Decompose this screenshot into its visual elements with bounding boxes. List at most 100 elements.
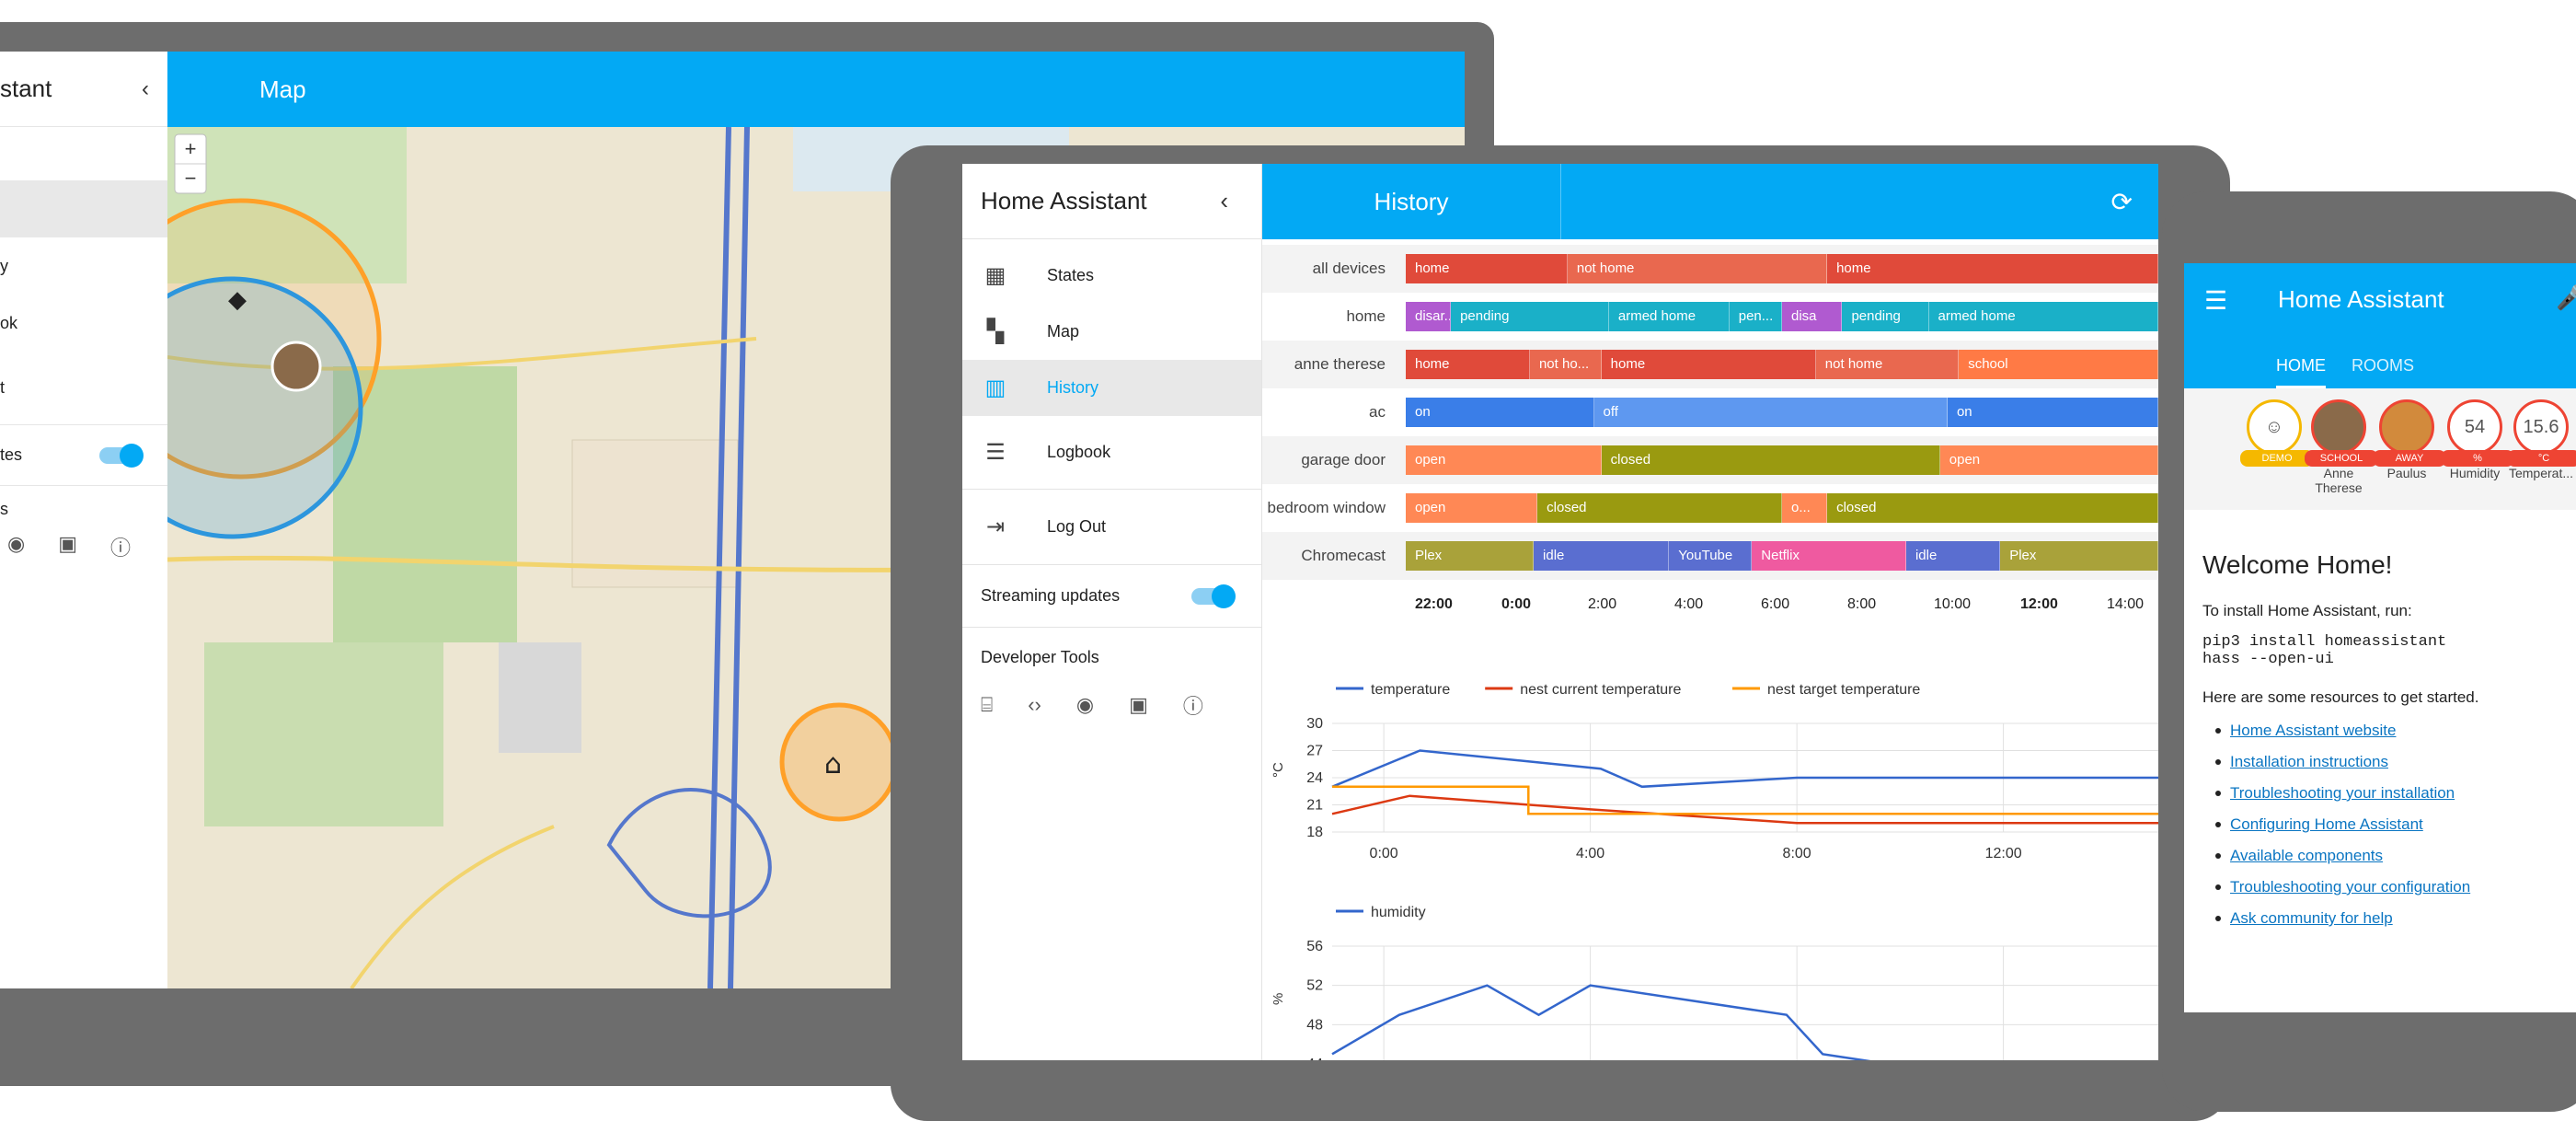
history-row-label: home	[1346, 307, 1386, 325]
menu-icon[interactable]: ☰	[2204, 286, 2228, 315]
tab-home[interactable]: HOME	[2276, 342, 2326, 388]
link-components[interactable]: Available components	[2215, 847, 2558, 865]
refresh-icon[interactable]: ⟳	[2110, 187, 2133, 216]
history-segment[interactable]: not ho...	[1529, 350, 1602, 379]
history-segment[interactable]: school	[1959, 350, 2158, 379]
history-segment[interactable]: o...	[1782, 493, 1828, 523]
history-segment[interactable]: home	[1601, 350, 1816, 379]
building-block	[499, 642, 581, 753]
series-line	[1331, 749, 2158, 789]
zone-circle	[167, 276, 363, 539]
badge-anne-therese[interactable]: SCHOOL	[2305, 399, 2378, 467]
sidebar-item-states[interactable]: ▦ States	[962, 248, 1261, 304]
broadcast-icon[interactable]: ◉	[1075, 693, 1095, 716]
welcome-heading: Welcome Home!	[2202, 550, 2393, 579]
history-segment[interactable]: disar...	[1406, 302, 1452, 331]
history-segment[interactable]: Plex	[2000, 541, 2158, 571]
laptop-collapse-icon[interactable]: ‹	[142, 75, 149, 101]
sidebar-item-map[interactable]: ▚ Map	[962, 304, 1261, 360]
history-segment[interactable]: closed	[1601, 445, 1940, 475]
tablet-collapse-icon[interactable]: ‹	[1220, 187, 1228, 214]
history-segment[interactable]: idle	[1905, 541, 2001, 571]
badge-temperature[interactable]: 15.6 °C	[2507, 399, 2576, 467]
history-segment[interactable]: armed home	[1928, 302, 2158, 331]
history-segment[interactable]: home	[1406, 254, 1568, 283]
link-installation[interactable]: Installation instructions	[2215, 753, 2558, 771]
laptop-sidebar-item[interactable]: y	[0, 256, 8, 275]
history-segment[interactable]: open	[1406, 445, 1602, 475]
exit-icon: ⇥	[985, 514, 1006, 539]
badge-bar: ☺ DEMO SCHOOL Anne Therese AWAY Paulus 54…	[2184, 388, 2576, 510]
history-segment[interactable]: on	[1947, 398, 2158, 427]
file-code-icon[interactable]: ▣	[58, 532, 77, 555]
history-segment[interactable]: not home	[1815, 350, 1960, 379]
zoom-in-button[interactable]: +	[184, 137, 197, 160]
series-line	[1331, 984, 1871, 1060]
history-segment[interactable]: home	[1827, 254, 2158, 283]
file-code-icon[interactable]: ▣	[1129, 693, 1148, 716]
streaming-updates-label: Streaming updates	[981, 586, 1121, 605]
link-configuring[interactable]: Configuring Home Assistant	[2215, 815, 2558, 834]
history-segment[interactable]: pen...	[1729, 302, 1782, 331]
building-block	[571, 439, 739, 588]
badge-name: Anne Therese	[2315, 466, 2363, 495]
badge-paulus[interactable]: AWAY	[2373, 399, 2446, 467]
info-icon[interactable]: ⓘ	[1182, 695, 1203, 718]
sidebar-item-logbook[interactable]: ☰ Logbook	[962, 416, 1261, 490]
history-segment[interactable]: home	[1406, 350, 1530, 379]
badge-demo[interactable]: ☺ DEMO	[2240, 399, 2314, 467]
history-segment[interactable]: pending	[1842, 302, 1929, 331]
history-segment[interactable]: not home	[1567, 254, 1828, 283]
laptop-sidebar-item-selected[interactable]	[0, 180, 167, 237]
sidebar-item-logout[interactable]: ⇥ Log Out	[962, 490, 1261, 565]
legend-label: humidity	[1371, 905, 1426, 920]
broadcast-icon[interactable]: ◉	[7, 532, 26, 555]
history-segment[interactable]: disa	[1782, 302, 1843, 331]
link-troubleshooting-install[interactable]: Troubleshooting your installation	[2215, 784, 2558, 803]
history-segment[interactable]: open	[1939, 445, 2158, 475]
tablet-sidebar-header: Home Assistant ‹	[962, 164, 1261, 239]
history-segment[interactable]: Plex	[1406, 541, 1535, 571]
laptop-sidebar-item[interactable]: ok	[0, 313, 18, 332]
code-icon[interactable]: ‹›	[1028, 693, 1041, 716]
microphone-icon[interactable]: 🎤	[2556, 283, 2576, 311]
legend-label: nest current temperature	[1520, 682, 1681, 698]
laptop-streaming-toggle[interactable]	[99, 443, 144, 468]
history-segment[interactable]: on	[1406, 398, 1594, 427]
history-segment[interactable]: open	[1406, 493, 1538, 523]
time-tick-label: 10:00	[1934, 596, 1972, 612]
link-community[interactable]: Ask community for help	[2215, 909, 2558, 928]
history-segment[interactable]: Netflix	[1752, 541, 1906, 571]
laptop-devtools-label: s	[0, 499, 8, 518]
link-website[interactable]: Home Assistant website	[2215, 722, 2558, 740]
tab-rooms[interactable]: ROOMS	[2352, 356, 2415, 375]
history-row: garage door open closed open	[1262, 436, 2158, 484]
history-segment[interactable]: idle	[1534, 541, 1670, 571]
y-tick-label: 21	[1306, 798, 1323, 814]
history-page-title: History	[1374, 187, 1449, 215]
streaming-updates-toggle[interactable]	[1191, 584, 1236, 608]
history-segment[interactable]: off	[1593, 398, 1948, 427]
link-troubleshooting-config[interactable]: Troubleshooting your configuration	[2215, 878, 2558, 896]
legend-label: nest target temperature	[1767, 682, 1920, 698]
y-tick-label: 52	[1306, 978, 1323, 994]
history-segment[interactable]: pending	[1451, 302, 1609, 331]
laptop-sidebar-item[interactable]: t	[0, 352, 167, 425]
history-segment[interactable]: closed	[1827, 493, 2158, 523]
x-tick-label: 0:00	[1370, 846, 1398, 861]
sidebar-item-history[interactable]: ▥ History	[962, 360, 1261, 416]
history-segment[interactable]: closed	[1537, 493, 1782, 523]
badge-humidity[interactable]: 54%	[2441, 399, 2514, 467]
remote-icon[interactable]: ⌸	[981, 693, 994, 716]
tablet-toolbar: History ⟳	[1262, 164, 2158, 239]
history-segment[interactable]: armed home	[1608, 302, 1730, 331]
run-command: hass --open-ui	[2202, 651, 2334, 668]
history-row-track: home not ho... home not home school	[1406, 350, 2158, 379]
x-tick-label: 4:00	[1576, 846, 1604, 861]
badge-name: Humidity	[2449, 466, 2501, 480]
history-segment[interactable]: YouTube	[1669, 541, 1753, 571]
info-icon[interactable]: ⓘ	[110, 537, 132, 560]
zoom-out-button[interactable]: −	[184, 167, 197, 190]
y-tick-label: 30	[1306, 716, 1323, 732]
